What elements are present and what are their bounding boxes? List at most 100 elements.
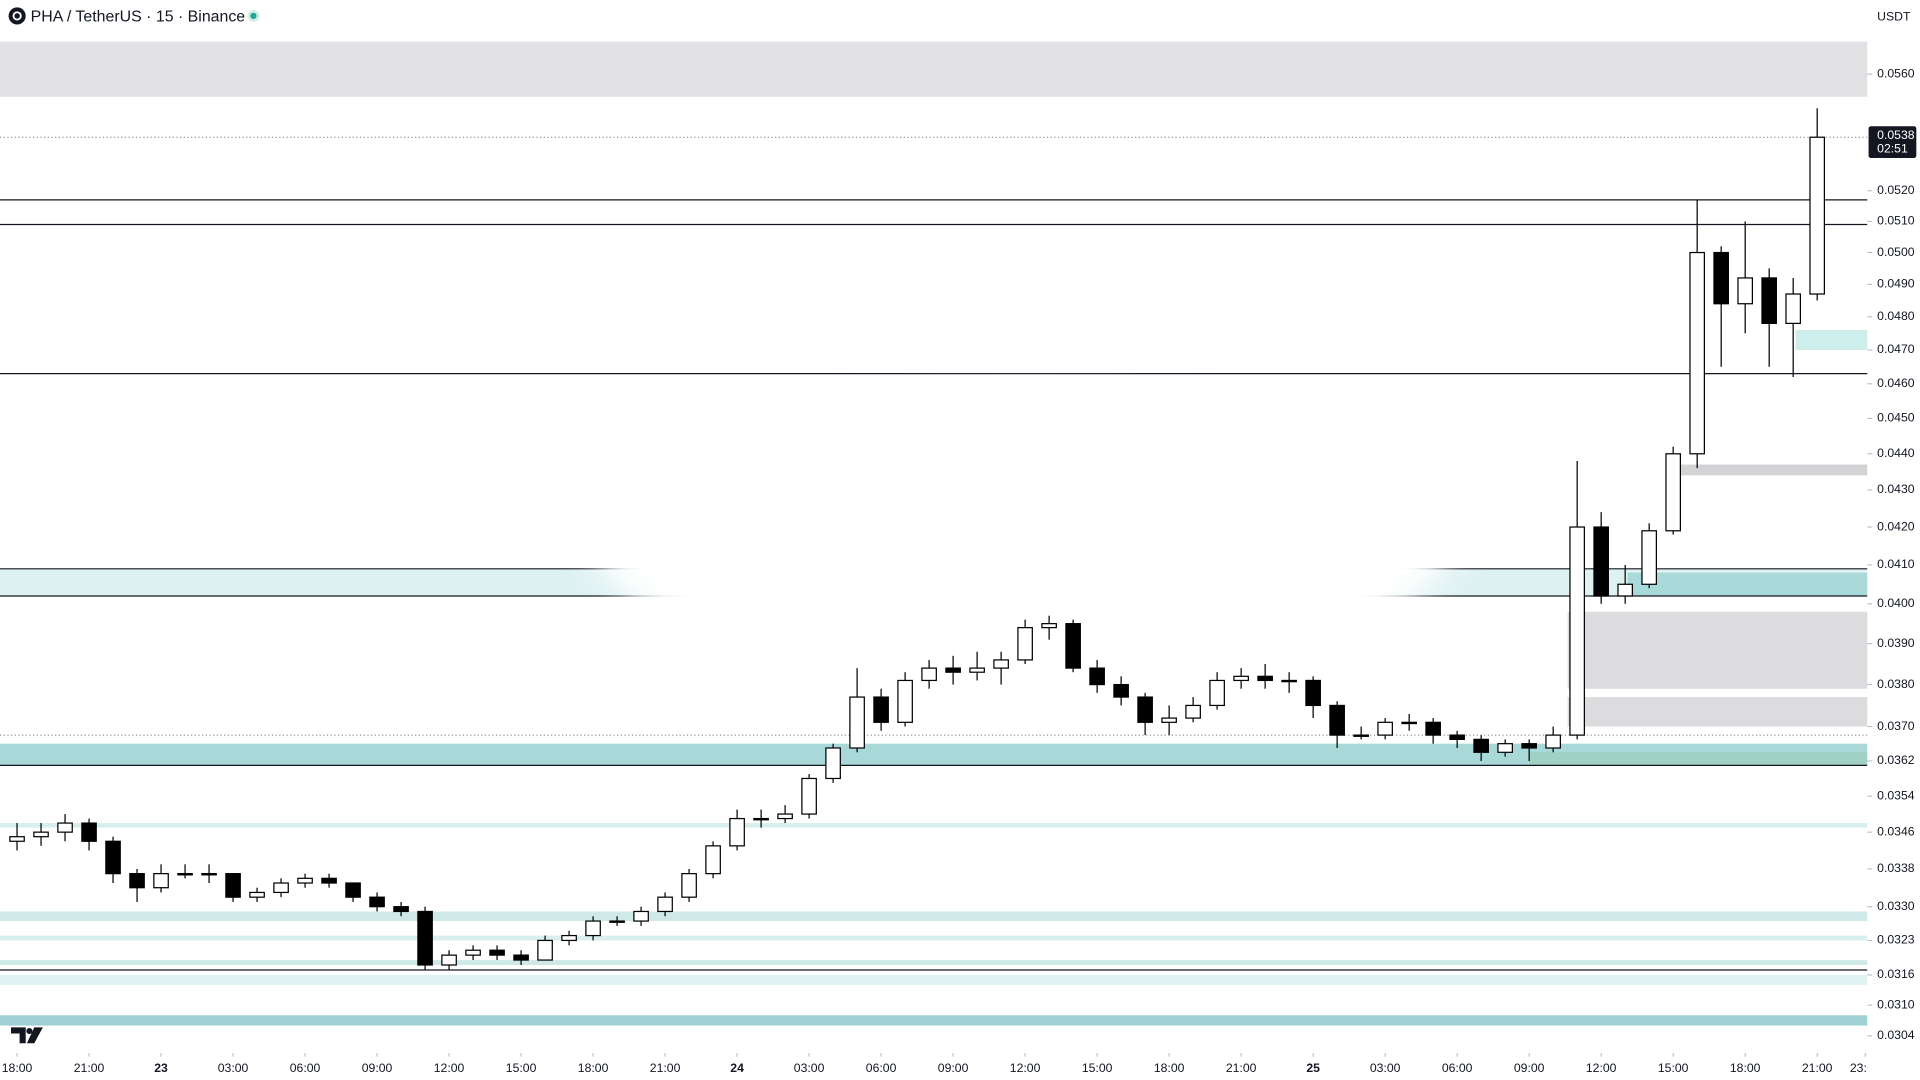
y-tick-label: 0.0390: [1877, 636, 1915, 650]
y-tick-label: 0.0310: [1877, 997, 1915, 1011]
candle-body: [1713, 251, 1729, 305]
candle-body: [1281, 679, 1297, 683]
zone: [0, 743, 1868, 766]
zone: [0, 935, 1868, 941]
y-axis: 0.0560 0.0520 0.0510 0.0500 0.0490 0.0480 0.04…: [1867, 66, 1917, 1042]
y-tick-label: 0.0354: [1877, 788, 1915, 802]
candle-body: [441, 954, 457, 966]
candle-body: [1689, 251, 1705, 455]
candle-body: [9, 836, 25, 842]
y-tick-label: 0.0450: [1877, 411, 1915, 425]
candle-body: [1593, 526, 1609, 597]
x-tick-label: 03:00: [218, 1061, 249, 1075]
candle-body: [417, 910, 433, 966]
candle-body: [1137, 696, 1153, 723]
candle-body: [1161, 717, 1177, 723]
candle-body: [1185, 704, 1201, 719]
candle-body: [681, 873, 697, 898]
x-tick-label: 12:00: [1586, 1061, 1617, 1075]
candle-body: [345, 882, 361, 898]
zone: [1677, 464, 1868, 476]
candle-body: [1497, 743, 1513, 753]
lines-layer: [0, 136, 1868, 971]
countdown-label: 02:51: [1877, 142, 1908, 156]
status-dot: [250, 12, 257, 20]
candle-body: [489, 949, 505, 956]
candle-body: [153, 873, 169, 889]
x-axis: 18:00 21:00 23 03:00 06:00 09:00 12:00 15:00 18:…: [2, 1053, 1881, 1075]
y-tick-label: 0.0346: [1877, 824, 1915, 838]
x-tick-label: 12:00: [1010, 1061, 1041, 1075]
candle-body: [1353, 734, 1369, 737]
x-tick-label: 03:00: [794, 1061, 825, 1075]
candle-body: [105, 840, 121, 875]
candle-body: [513, 954, 529, 961]
candle-body: [369, 896, 385, 908]
y-tick-label: 0.0410: [1877, 557, 1915, 571]
candle-body: [1641, 530, 1657, 585]
x-tick-label: 18:00: [1154, 1061, 1185, 1075]
candle-body: [57, 822, 73, 833]
y-tick-label: 0.0380: [1877, 677, 1915, 691]
candle-body: [1305, 679, 1321, 707]
x-tick-label: 09:00: [362, 1061, 393, 1075]
candle-body: [1473, 738, 1489, 753]
x-tick-label: 06:00: [1442, 1061, 1473, 1075]
candle-body: [705, 845, 721, 875]
y-tick-label: 0.0323: [1877, 933, 1915, 947]
last-price-box: [1868, 126, 1917, 159]
y-tick-label: 0.0400: [1877, 596, 1915, 610]
y-tick-label: 0.0430: [1877, 482, 1915, 496]
candle-body: [1257, 675, 1273, 682]
candle-body: [585, 920, 601, 937]
x-tick-label: 06:00: [866, 1061, 897, 1075]
candle-body: [273, 882, 289, 894]
candle-body: [201, 873, 217, 876]
x-tick-label: 18:00: [2, 1061, 33, 1075]
candle-body: [633, 910, 649, 922]
candle-body: [393, 906, 409, 913]
candle-body: [1401, 721, 1417, 725]
x-tick-label: 09:00: [938, 1061, 969, 1075]
candle-body: [801, 777, 817, 815]
candle-body: [1113, 683, 1129, 698]
candle-body: [1209, 679, 1225, 707]
y-tick-label: 0.0338: [1877, 861, 1915, 875]
y-tick-label: 0.0470: [1877, 342, 1915, 356]
x-tick-label: 23:00: [1850, 1061, 1881, 1075]
candle-body: [897, 679, 913, 723]
candle-body: [993, 659, 1009, 669]
candle-body: [1065, 623, 1081, 669]
candle-body: [561, 934, 577, 942]
candle-body: [873, 696, 889, 723]
x-tick-label: 21:00: [1802, 1061, 1833, 1075]
candle-body: [753, 817, 769, 821]
price-axis: [1867, 0, 1920, 1080]
y-tick-label: 0.0500: [1877, 245, 1915, 259]
zone: [1529, 752, 1868, 766]
candle-body: [177, 873, 193, 876]
candle-body: [1569, 526, 1585, 736]
candle-body: [1017, 627, 1033, 661]
symbol-icon: [8, 7, 26, 25]
watermark-blur: [593, 394, 1452, 684]
currency-label: USDT: [1877, 9, 1911, 23]
candle-body: [1809, 136, 1825, 295]
x-tick-label: 15:00: [1082, 1061, 1113, 1075]
candle-body: [1521, 743, 1537, 749]
zone: [1567, 697, 1868, 727]
candle-body: [33, 831, 49, 838]
tradingview-logo: [11, 1027, 43, 1044]
candle-body: [1665, 453, 1681, 532]
candles-layer: [9, 108, 1825, 970]
zone: [0, 1015, 1868, 1026]
x-tick-label: 18:00: [1730, 1061, 1761, 1075]
x-tick-label: 12:00: [434, 1061, 465, 1075]
candle-body: [465, 949, 481, 956]
candle-body: [609, 920, 625, 923]
x-tick-label: 24: [730, 1061, 744, 1075]
x-tick-label: 15:00: [506, 1061, 537, 1075]
x-tick-label: 23: [154, 1061, 168, 1075]
